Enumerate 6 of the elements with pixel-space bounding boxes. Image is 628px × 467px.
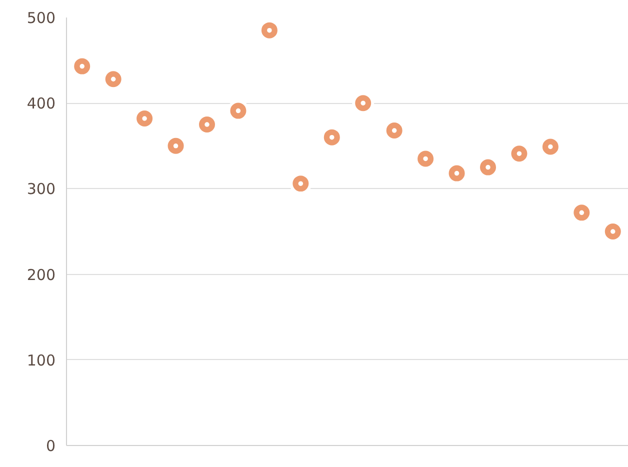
y-tick-label: 400 — [26, 94, 56, 113]
y-tick-label: 500 — [26, 9, 56, 27]
y-tick-label: 0 — [46, 437, 56, 455]
y-tick-label: 200 — [26, 266, 56, 284]
y-tick-label: 100 — [26, 351, 56, 370]
y-tick-label: 300 — [26, 180, 56, 198]
